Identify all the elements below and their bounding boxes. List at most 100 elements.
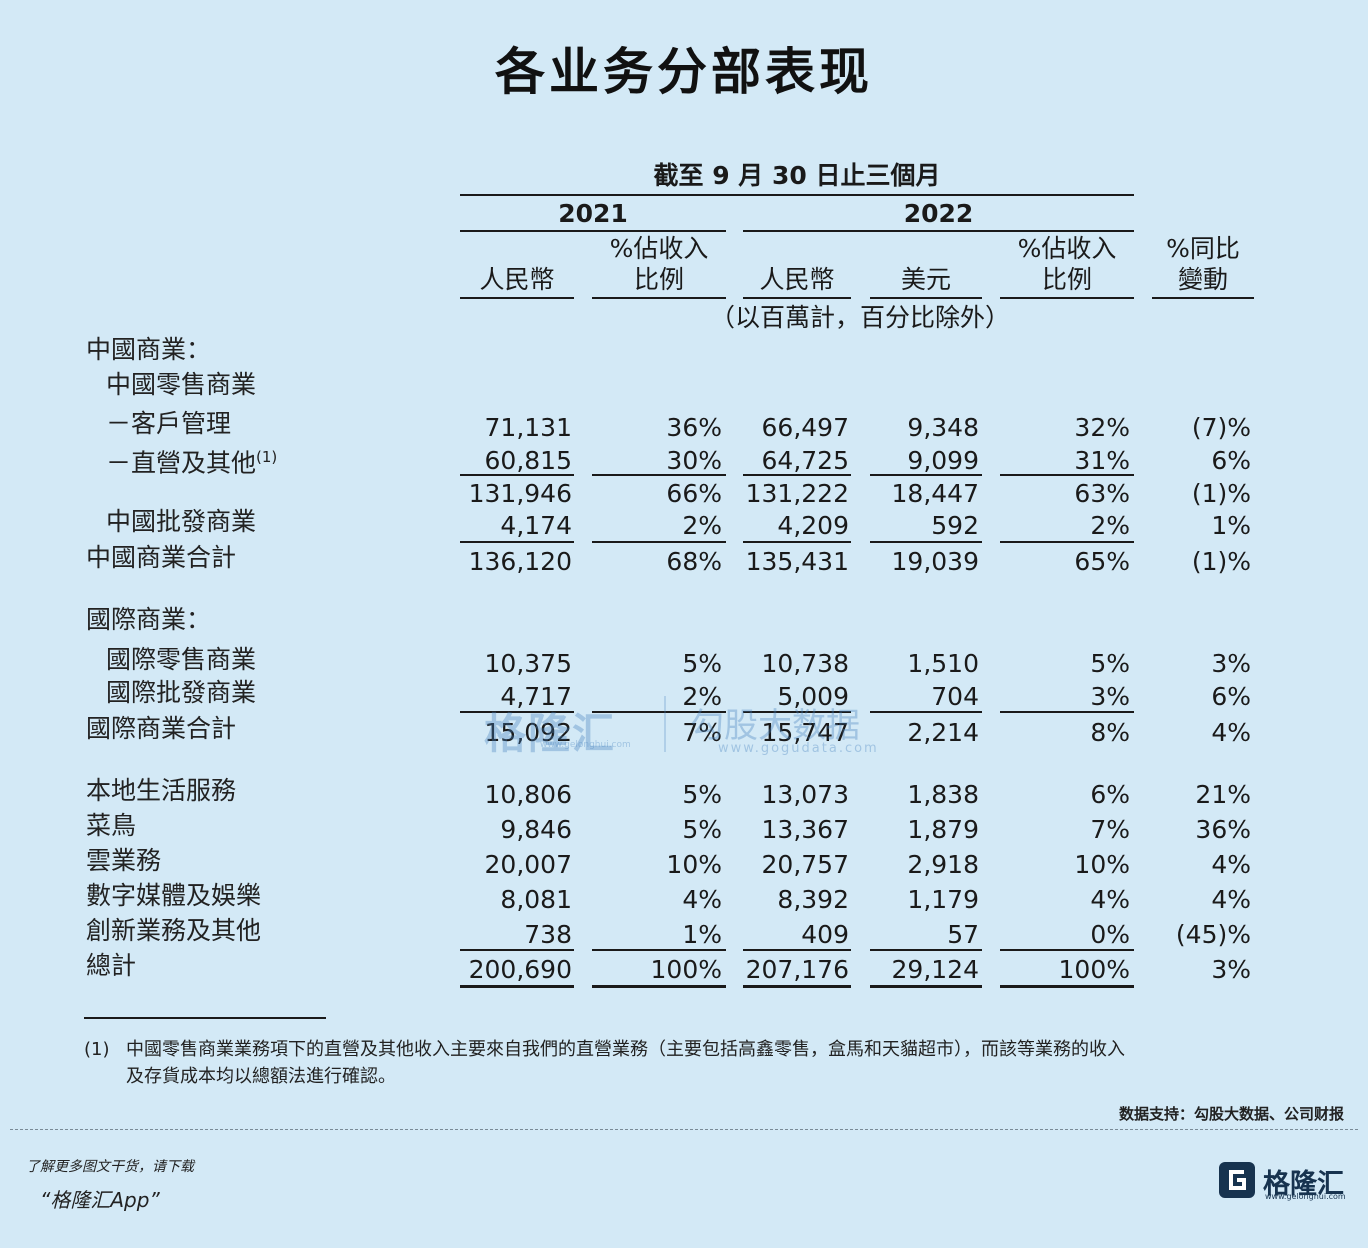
table-cell: 4% xyxy=(682,885,722,914)
table-cell: 30% xyxy=(666,446,722,475)
table-cell: 200,690 xyxy=(468,955,572,984)
table-cell: 6% xyxy=(1090,780,1130,809)
table-cell: 0% xyxy=(1090,920,1130,949)
table-cell: 10,806 xyxy=(484,780,572,809)
table-cell: 2% xyxy=(1090,511,1130,540)
table-cell: 5% xyxy=(682,815,722,844)
col-pct-2021-l2: 比例 xyxy=(633,265,684,294)
table-cell: 20,757 xyxy=(761,850,849,879)
table-cell: 1,879 xyxy=(907,815,979,844)
table-cell: 1% xyxy=(682,920,722,949)
table-cell: 9,099 xyxy=(907,446,979,475)
subtotal-rule xyxy=(460,949,574,951)
table-cell: (1)% xyxy=(1191,547,1251,576)
gelonghui-logo-icon xyxy=(1219,1162,1255,1198)
row-label: 中國批發商業 xyxy=(106,507,257,536)
row-label: 國際批發商業 xyxy=(106,678,257,707)
table-cell: 10% xyxy=(1074,850,1130,879)
table-cell: 7% xyxy=(1090,815,1130,844)
col-rule xyxy=(743,297,851,299)
table-cell: 4,174 xyxy=(500,511,572,540)
period-header: 截至 9 月 30 日止三個月 xyxy=(653,161,941,190)
table-cell: 63% xyxy=(1074,479,1130,508)
row-label: 中國零售商業 xyxy=(106,370,257,399)
table-cell: 6% xyxy=(1211,446,1251,475)
table-cell: 60,815 xyxy=(484,446,572,475)
table-cell: 4% xyxy=(1211,850,1251,879)
table-cell: 1,838 xyxy=(907,780,979,809)
table-cell: 136,120 xyxy=(468,547,572,576)
unit-note: （以百萬計，百分比除外） xyxy=(709,303,1010,332)
col-rule xyxy=(592,297,726,299)
footnote-marker: (1) xyxy=(84,1039,110,1060)
subtotal-rule xyxy=(870,474,982,476)
row-label: 總計 xyxy=(86,951,137,980)
col-rmb-2021: 人民幣 xyxy=(479,265,555,294)
table-cell: 5% xyxy=(1090,649,1130,678)
table-cell: 704 xyxy=(931,682,979,711)
subtotal-rule xyxy=(460,711,574,713)
subtotal-rule xyxy=(1000,474,1134,476)
table-cell: 5% xyxy=(682,649,722,678)
table-cell: 13,367 xyxy=(761,815,849,844)
table-cell: 592 xyxy=(931,511,979,540)
table-cell: 36% xyxy=(1195,815,1251,844)
table-cell: 68% xyxy=(666,547,722,576)
row-label: 國際商業合計 xyxy=(86,714,237,743)
table-cell: 4% xyxy=(1211,718,1251,747)
row-label: 數字媒體及娛樂 xyxy=(86,881,262,910)
watermark-divider xyxy=(664,696,666,752)
row-label: 國際商業： xyxy=(86,605,212,634)
subtotal-rule xyxy=(460,474,574,476)
table-cell: (45)% xyxy=(1175,920,1251,949)
watermark-brand: 格隆汇 xyxy=(484,709,617,758)
table-cell: (7)% xyxy=(1191,413,1251,442)
table-cell: 3% xyxy=(1211,955,1251,984)
col-yoy-l2: 變動 xyxy=(1177,265,1228,294)
year-2022-header: 2022 xyxy=(903,199,974,228)
row-label: －客戶管理 xyxy=(106,409,232,438)
table-cell: 29,124 xyxy=(891,955,979,984)
table-cell: 100% xyxy=(1058,955,1130,984)
table-cell: 8,081 xyxy=(500,885,572,914)
table-cell: 20,007 xyxy=(484,850,572,879)
subtotal-rule xyxy=(592,949,726,951)
col-pct-2021-l1: %佔收入 xyxy=(609,234,709,263)
subtotal-rule xyxy=(870,711,982,713)
subtotal-rule xyxy=(592,985,726,988)
col-rule xyxy=(870,297,982,299)
col-rule xyxy=(460,297,574,299)
subtotal-rule xyxy=(1000,985,1134,988)
table-cell: 4% xyxy=(1211,885,1251,914)
table-cell: 4% xyxy=(1090,885,1130,914)
table-cell: 409 xyxy=(801,920,849,949)
table-cell: 19,039 xyxy=(891,547,979,576)
table-cell: 135,431 xyxy=(745,547,849,576)
col-pct-2022-l1: %佔收入 xyxy=(1017,234,1117,263)
table-cell: 2% xyxy=(682,511,722,540)
table-cell: 4,717 xyxy=(500,682,572,711)
subtotal-rule xyxy=(743,711,851,713)
table-cell: 13,073 xyxy=(761,780,849,809)
table-cell: 21% xyxy=(1195,780,1251,809)
row-label: 菜鳥 xyxy=(86,811,137,840)
table-cell: 131,946 xyxy=(468,479,572,508)
row-label: 雲業務 xyxy=(86,846,162,875)
page-title: 各业务分部表现 xyxy=(495,43,873,101)
row-label: 中國商業合計 xyxy=(86,543,237,572)
subtotal-rule xyxy=(743,985,851,988)
table-cell: 3% xyxy=(1211,649,1251,678)
table-cell: 15,747 xyxy=(761,718,849,747)
promo-app-name[interactable]: “格隆汇App” xyxy=(40,1188,160,1212)
table-cell: 71,131 xyxy=(484,413,572,442)
subtotal-rule xyxy=(1000,711,1134,713)
row-label: －直營及其他(1) xyxy=(106,448,278,478)
subtotal-rule xyxy=(460,541,574,543)
table-cell: 738 xyxy=(524,920,572,949)
table-cell: (1)% xyxy=(1191,479,1251,508)
table-cell: 10,375 xyxy=(484,649,572,678)
table-cell: 66% xyxy=(666,479,722,508)
subtotal-rule xyxy=(870,541,982,543)
subtotal-rule xyxy=(592,711,726,713)
divider xyxy=(10,1129,1358,1130)
